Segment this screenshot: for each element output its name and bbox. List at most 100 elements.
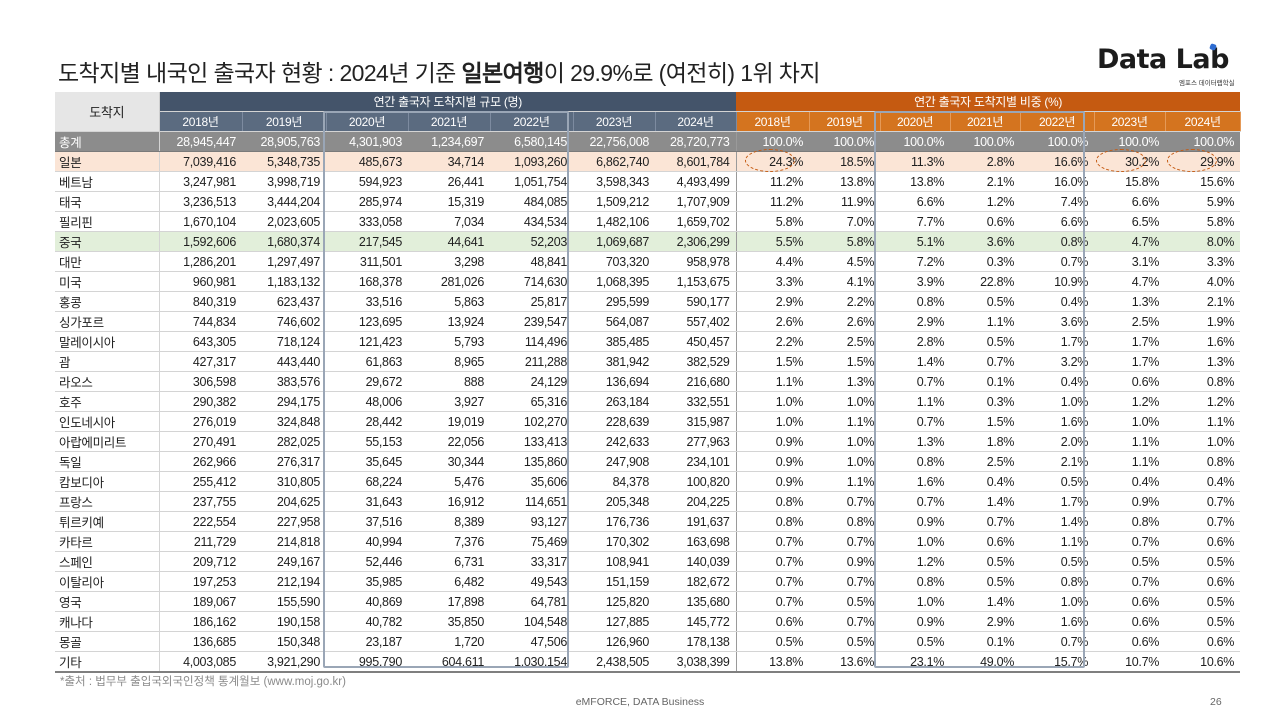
share-cell: 1.0% xyxy=(1020,391,1095,413)
size-cell: 958,978 xyxy=(655,251,737,273)
size-cell: 381,942 xyxy=(573,351,655,373)
size-cell: 216,680 xyxy=(655,371,737,393)
size-cell: 1,093,260 xyxy=(490,151,573,173)
size-cell: 7,376 xyxy=(408,531,490,553)
share-cell: 13.8% xyxy=(809,171,881,193)
size-cell: 623,437 xyxy=(242,291,326,313)
share-cell: 1.7% xyxy=(1020,491,1095,513)
share-cell: 0.7% xyxy=(809,611,881,633)
size-cell: 255,412 xyxy=(159,471,242,493)
destination-name: 몽골 xyxy=(55,631,160,653)
size-cell: 52,203 xyxy=(490,231,573,253)
size-cell: 25,817 xyxy=(490,291,573,313)
share-cell: 3.3% xyxy=(1165,251,1241,273)
size-cell: 182,672 xyxy=(655,571,737,593)
size-cell: 277,963 xyxy=(655,431,737,453)
size-cell: 155,590 xyxy=(242,591,326,613)
size-cell: 840,319 xyxy=(159,291,242,313)
year-header-size-5: 2023년 xyxy=(573,111,656,133)
share-cell: 2.0% xyxy=(1020,431,1095,453)
size-cell: 102,270 xyxy=(490,411,573,433)
destination-name: 튀르키예 xyxy=(55,511,160,533)
size-cell: 35,606 xyxy=(490,471,573,493)
share-cell: 5.8% xyxy=(809,231,881,253)
share-cell: 2.2% xyxy=(736,331,810,353)
share-cell: 0.7% xyxy=(880,411,951,433)
destination-name: 베트남 xyxy=(55,171,160,193)
year-header-size-0: 2018년 xyxy=(159,111,243,133)
size-cell: 270,491 xyxy=(159,431,242,453)
size-cell: 52,446 xyxy=(326,551,408,573)
table-row: 호주 290,382 294,175 48,006 3,927 65,316 263,184… xyxy=(55,391,1241,413)
logo-text: Data Lab xyxy=(1097,44,1229,75)
size-cell: 28,905,763 xyxy=(242,131,326,153)
share-cell: 0.7% xyxy=(809,531,881,553)
size-cell: 126,960 xyxy=(573,631,655,653)
size-cell: 4,003,085 xyxy=(159,651,242,674)
size-cell: 136,685 xyxy=(159,631,242,653)
size-cell: 239,547 xyxy=(490,311,573,333)
size-cell: 197,253 xyxy=(159,571,242,593)
size-cell: 163,698 xyxy=(655,531,737,553)
share-cell: 2.5% xyxy=(950,451,1021,473)
share-cell: 1.2% xyxy=(880,551,951,573)
share-cell: 0.7% xyxy=(736,531,810,553)
table-row: 총계 28,945,447 28,905,763 4,301,903 1,234,697… xyxy=(55,131,1241,153)
size-cell: 37,516 xyxy=(326,511,408,533)
size-cell: 6,731 xyxy=(408,551,490,573)
share-cell: 100.0% xyxy=(736,131,810,153)
share-cell: 0.7% xyxy=(950,351,1021,373)
size-cell: 285,974 xyxy=(326,191,408,213)
size-cell: 205,348 xyxy=(573,491,655,513)
share-cell: 1.2% xyxy=(950,191,1021,213)
share-cell: 1.4% xyxy=(880,351,951,373)
share-cell: 1.7% xyxy=(1094,351,1166,373)
share-cell: 0.5% xyxy=(736,631,810,653)
table-row: 몽골 136,685 150,348 23,187 1,720 47,506 126,960… xyxy=(55,631,1241,653)
share-cell: 30.2% xyxy=(1094,151,1166,173)
share-cell: 1.0% xyxy=(736,391,810,413)
share-cell: 100.0% xyxy=(1165,131,1241,153)
share-cell: 4.7% xyxy=(1094,271,1166,293)
size-cell: 212,194 xyxy=(242,571,326,593)
share-cell: 0.8% xyxy=(880,571,951,593)
size-cell: 211,729 xyxy=(159,531,242,553)
size-cell: 311,501 xyxy=(326,251,408,273)
share-cell: 1.0% xyxy=(809,451,881,473)
share-cell: 0.8% xyxy=(1165,371,1241,393)
size-cell: 168,378 xyxy=(326,271,408,293)
share-cell: 2.9% xyxy=(736,291,810,313)
share-cell: 2.2% xyxy=(809,291,881,313)
size-cell: 19,019 xyxy=(408,411,490,433)
share-cell: 0.9% xyxy=(880,611,951,633)
share-cell: 0.9% xyxy=(736,431,810,453)
destination-name: 필리핀 xyxy=(55,211,160,233)
share-cell: 0.8% xyxy=(880,291,951,313)
share-cell: 7.0% xyxy=(809,211,881,233)
size-cell: 484,085 xyxy=(490,191,573,213)
title-text: 도착지별 내국인 출국자 현황 : 2024년 기준 xyxy=(58,60,462,86)
share-cell: 0.6% xyxy=(950,211,1021,233)
size-cell: 186,162 xyxy=(159,611,242,633)
size-cell: 1,592,606 xyxy=(159,231,242,253)
share-cell: 3.6% xyxy=(950,231,1021,253)
share-cell: 7.7% xyxy=(880,211,951,233)
share-cell: 1.1% xyxy=(1020,531,1095,553)
size-cell: 40,994 xyxy=(326,531,408,553)
table-row: 일본 7,039,416 5,348,735 485,673 34,714 1,093,2… xyxy=(55,151,1241,173)
share-cell: 2.1% xyxy=(1165,291,1241,313)
size-cell: 382,529 xyxy=(655,351,737,373)
size-cell: 48,841 xyxy=(490,251,573,273)
size-cell: 6,580,145 xyxy=(490,131,573,153)
size-cell: 35,850 xyxy=(408,611,490,633)
size-cell: 3,598,343 xyxy=(573,171,655,193)
share-cell: 5.1% xyxy=(880,231,951,253)
size-cell: 1,482,106 xyxy=(573,211,655,233)
size-cell: 249,167 xyxy=(242,551,326,573)
share-cell: 2.8% xyxy=(880,331,951,353)
destination-name: 호주 xyxy=(55,391,160,413)
size-cell: 237,755 xyxy=(159,491,242,513)
year-header-share-2: 2020년 xyxy=(880,111,951,133)
data-lab-logo: Data Lab 엠포스 데이터랩학실 xyxy=(1097,43,1237,90)
size-cell: 22,056 xyxy=(408,431,490,453)
